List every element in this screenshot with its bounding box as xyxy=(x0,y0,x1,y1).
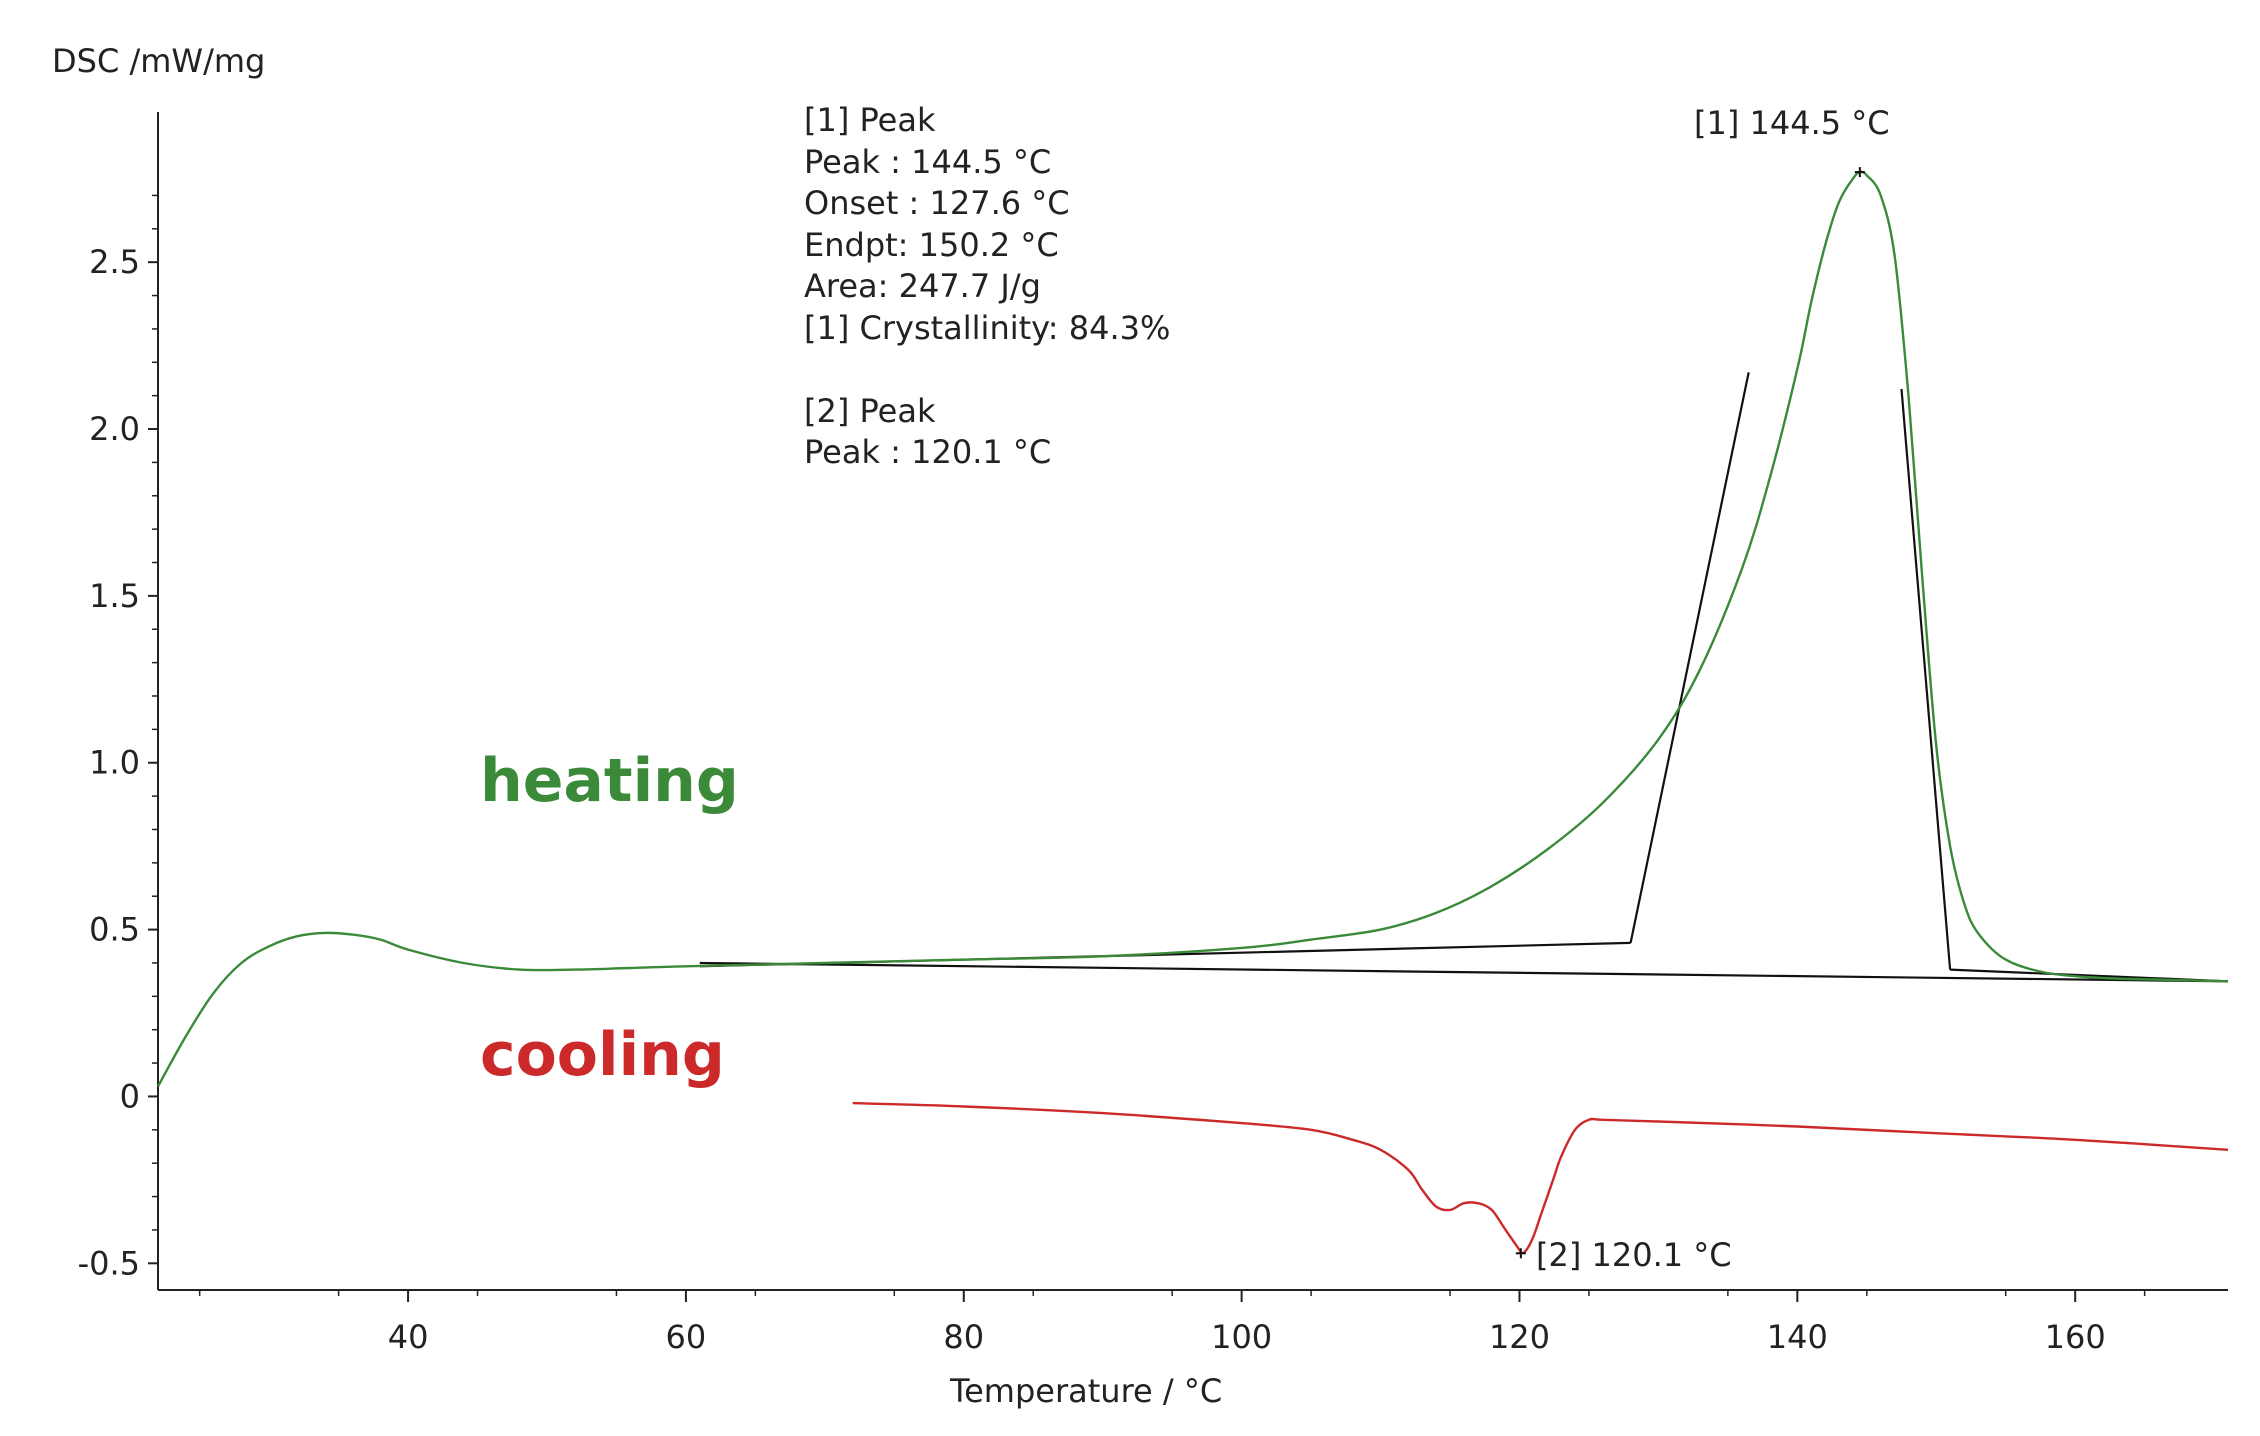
x-axis-label: Temperature / °C xyxy=(950,1372,1223,1410)
x-tick-label: 80 xyxy=(943,1318,984,1356)
info-line: [1] Peak xyxy=(804,101,936,139)
y-tick-label: 2.5 xyxy=(89,243,140,281)
info-line: Area: 247.7 J/g xyxy=(804,267,1041,305)
peak-markers xyxy=(1515,167,1865,1259)
info-line: Peak : 120.1 °C xyxy=(804,433,1052,471)
series-line-heating xyxy=(156,170,2229,1087)
x-tick-label: 100 xyxy=(1211,1318,1272,1356)
y-tick-label: 0.5 xyxy=(89,911,140,949)
heating-label: heating xyxy=(480,746,739,816)
y-axis-label: DSC /mW/mg xyxy=(52,42,266,80)
series-line-cooling xyxy=(852,1101,2229,1255)
info-line: Peak : 144.5 °C xyxy=(804,142,1052,181)
info-line: [1] Crystallinity: 84.3% xyxy=(804,308,1171,347)
y-tick-label: 1.0 xyxy=(89,744,140,782)
series-lines xyxy=(156,170,2229,1255)
x-tick-label: 120 xyxy=(1489,1318,1550,1356)
peak-1-annotation: [1] 144.5 °C xyxy=(1694,104,1890,142)
analysis-line-endset-tangent xyxy=(1900,388,1952,970)
y-tick-label: 2.0 xyxy=(89,410,140,448)
info-line: [2] Peak xyxy=(804,391,936,430)
x-tick-label: 140 xyxy=(1767,1318,1828,1356)
peak-2-annotation: [2] 120.1 °C xyxy=(1536,1236,1732,1274)
analysis-line-onset-tangent xyxy=(1629,372,1750,944)
x-tick-label: 160 xyxy=(2045,1318,2106,1356)
cooling-label: cooling xyxy=(480,1020,725,1090)
info-line: Endpt: 150.2 °C xyxy=(804,225,1059,264)
info-line: Onset : 127.6 °C xyxy=(804,184,1070,222)
axes: 40 60 80 100 120 140 160 2.5 2.0 1.5 1.0 0.5 0 -0.5 xyxy=(78,112,2228,1356)
y-tick-label: 0 xyxy=(120,1077,140,1115)
x-tick-label: 40 xyxy=(388,1318,429,1356)
x-tick-label: 60 xyxy=(666,1318,707,1356)
y-tick-label: 1.5 xyxy=(89,577,140,615)
info-box: [1] Peak Peak : 144.5 °C Onset : 127.6 °… xyxy=(804,100,1170,474)
y-tick-label: -0.5 xyxy=(78,1244,140,1282)
analysis-lines xyxy=(699,372,2229,983)
analysis-line-baseline xyxy=(699,961,2229,983)
